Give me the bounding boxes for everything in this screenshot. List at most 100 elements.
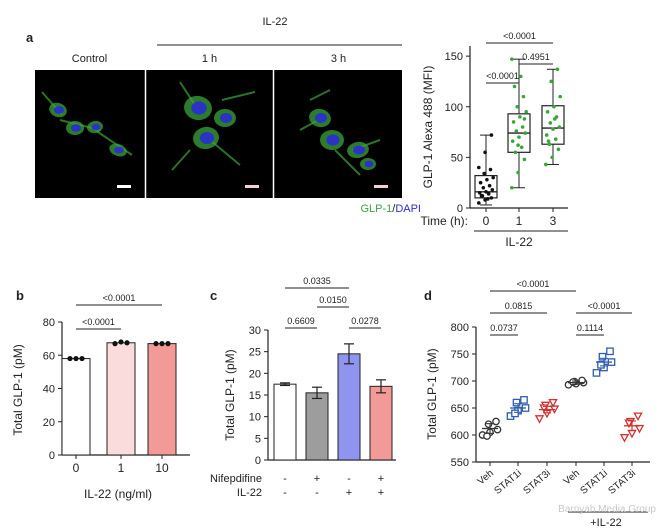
- micrograph-strip: [35, 70, 402, 198]
- box-data-point: [516, 143, 520, 148]
- box-data-point: [486, 192, 491, 196]
- panel-c-nifedipine-sign: +: [378, 473, 384, 485]
- panel-d-y-tick-label: 800: [451, 322, 469, 334]
- box-data-point: [482, 171, 487, 176]
- stain-legend: GLP-1/DAPI: [360, 203, 421, 215]
- box-data-point: [522, 157, 527, 162]
- panel-b-y-tick-label: 80: [43, 317, 55, 329]
- box-data-point: [490, 187, 495, 192]
- box-x-tick-label: 3: [550, 214, 557, 228]
- panel-d-data-point: [512, 398, 521, 407]
- box-x-tick-label: 1: [516, 214, 523, 228]
- box-data-point: [544, 162, 548, 167]
- panel-c-y-tick-label: 0: [255, 455, 261, 467]
- box-data-point: [483, 150, 487, 155]
- panel-d-letter: d: [424, 288, 432, 303]
- scale-bar: [117, 185, 131, 188]
- panel-d-data-point: [624, 419, 634, 429]
- box-data-point: [515, 104, 519, 109]
- panel-d-data-point: [534, 415, 545, 424]
- panel-d-il22-group-label: +IL-22: [590, 517, 622, 529]
- panel-d-data-point: [493, 425, 502, 434]
- panel-c: c 0 5 10 15 20 25 30 Total GLP-1 (pM) - - + - - + + + Nif…: [210, 276, 396, 499]
- box-data-point: [557, 125, 562, 129]
- panel-b-data-point: [124, 340, 130, 346]
- panel-b-comparison-label: <0.0001: [103, 293, 136, 303]
- panel-d-comparison-label: <0.0001: [517, 279, 550, 289]
- box-y-tick-label: 100: [445, 102, 463, 114]
- box-comparison-label: 0.4951: [522, 52, 550, 62]
- panel-a-column-label: Control: [72, 53, 107, 65]
- box-data-point: [549, 79, 553, 84]
- panel-c-comparison-label: 0.6609: [287, 316, 315, 326]
- box-data-point: [489, 133, 494, 137]
- dapi-nucleus: [364, 160, 374, 168]
- panel-c-bar: [337, 353, 361, 461]
- box-data-point: [486, 197, 490, 201]
- panel-d-y-tick-label: 750: [451, 349, 469, 361]
- panel-c-y-tick-label: 10: [249, 412, 261, 424]
- panel-b-data-point: [112, 341, 118, 347]
- panel-d-data-point: [592, 369, 601, 377]
- box-data-point: [489, 196, 494, 200]
- panel-b-x-tick-label: 0: [73, 461, 80, 475]
- panel-d-comparison-label: 0.0737: [490, 323, 518, 333]
- box-x-axis-prefix: Time (h):: [420, 214, 468, 228]
- box-data-point: [510, 185, 514, 190]
- panel-b-y-tick-label: 20: [43, 417, 55, 429]
- box-data-point: [519, 74, 523, 79]
- dapi-nucleus: [219, 113, 233, 123]
- panel-d-data-point: [633, 412, 643, 422]
- panel-b-data-point: [159, 341, 165, 347]
- box-data-point: [488, 167, 493, 172]
- box-data-point: [510, 57, 514, 61]
- box-x-tick-label: 0: [483, 214, 490, 228]
- panel-a-letter: a: [26, 30, 34, 45]
- panel-d-x-tick-label: STAT1i: [492, 468, 523, 497]
- panel-c-nifedipine-sign: +: [314, 473, 320, 485]
- panel-d-data-point: [606, 347, 614, 356]
- panel-d-data-point: [511, 409, 519, 418]
- panel-d-x-tick-label: Veh: [476, 468, 496, 488]
- panel-c-il22-sign: +: [378, 487, 384, 499]
- dapi-nucleus: [54, 106, 64, 114]
- panel-c-nifedipine-sign: -: [283, 473, 287, 485]
- scale-bar: [245, 185, 259, 188]
- box-data-point: [485, 177, 489, 182]
- box-data-point: [518, 115, 522, 119]
- panel-c-y-tick-label: 20: [249, 368, 261, 380]
- panel-c-letter: c: [210, 288, 217, 303]
- box-data-point: [481, 185, 486, 190]
- box-comparison-label: <0.0001: [486, 71, 519, 81]
- panel-d-x-tick-label: Veh: [562, 468, 582, 488]
- box-data-point: [484, 190, 488, 194]
- panel-c-y-tick-label: 5: [255, 433, 261, 445]
- panel-c-il22-sign: -: [315, 487, 319, 499]
- box-data-point: [514, 129, 519, 133]
- panel-a-boxplot: 0 50 100 150 GLP-1 Alexa 488 (MFI) 0 1 3 Time (h…: [420, 31, 568, 249]
- box-data-point: [556, 147, 561, 152]
- panel-c-bar: [369, 385, 393, 461]
- box-data-point: [512, 84, 517, 89]
- box-data-point: [544, 133, 549, 137]
- dapi-nucleus: [91, 123, 101, 131]
- scale-bar: [374, 185, 388, 188]
- panel-d-comparison-label: <0.0001: [588, 301, 621, 311]
- panel-d-data-point: [634, 424, 645, 434]
- panel-c-comparison-label: 0.0335: [303, 276, 331, 286]
- glp1-process: [171, 149, 191, 171]
- dapi-nucleus: [352, 145, 366, 155]
- panel-d-y-tick-label: 550: [451, 457, 469, 469]
- panel-b-y-tick-label: 0: [49, 450, 55, 462]
- box-data-point: [510, 139, 515, 143]
- box-data-point: [487, 183, 492, 188]
- panel-c-comparison-label: 0.0278: [351, 316, 379, 326]
- panel-b-data-point: [73, 355, 79, 362]
- panel-b-data-point: [165, 341, 171, 347]
- panel-b-data-point: [118, 339, 124, 345]
- box-y-tick-label: 150: [445, 51, 463, 63]
- box-data-point: [520, 125, 525, 129]
- box-data-point: [550, 155, 554, 160]
- panel-c-y-axis-label: Total GLP-1 (pM): [223, 349, 237, 440]
